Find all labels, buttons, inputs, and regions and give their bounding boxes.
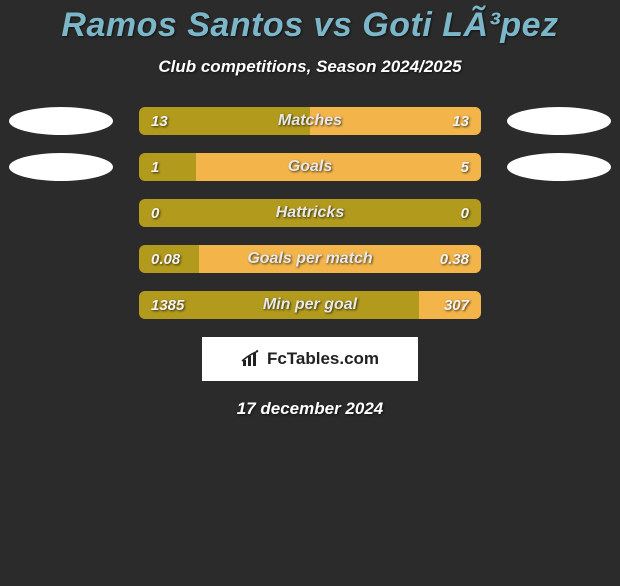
stat-bar: Min per goal1385307 xyxy=(139,291,481,319)
bar-segment-left xyxy=(139,291,419,319)
brand-inner: FcTables.com xyxy=(241,349,379,369)
brand-chart-icon xyxy=(241,350,263,368)
bar-segment-right xyxy=(199,245,481,273)
stat-row: Goals15 xyxy=(0,153,620,181)
bar-segment-left xyxy=(139,199,481,227)
page-title: Ramos Santos vs Goti LÃ³pez xyxy=(0,6,620,45)
stat-bar: Goals per match0.080.38 xyxy=(139,245,481,273)
bar-segment-right xyxy=(419,291,481,319)
comparison-rows: Matches1313 Goals15 Hattricks00 Goals per m… xyxy=(0,107,620,319)
subtitle: Club competitions, Season 2024/2025 xyxy=(0,57,620,77)
date-label: 17 december 2024 xyxy=(0,399,620,419)
bar-segment-left xyxy=(139,245,199,273)
bar-segment-left xyxy=(139,107,310,135)
stat-row: Hattricks00 xyxy=(0,199,620,227)
stat-row: Min per goal1385307 xyxy=(0,291,620,319)
stat-bar: Goals15 xyxy=(139,153,481,181)
stat-bar: Hattricks00 xyxy=(139,199,481,227)
bar-segment-right xyxy=(196,153,481,181)
brand-text: FcTables.com xyxy=(267,349,379,369)
brand-box: FcTables.com xyxy=(202,337,418,381)
stat-row: Matches1313 xyxy=(0,107,620,135)
player-right-ellipse xyxy=(507,107,611,135)
player-right-ellipse xyxy=(507,153,611,181)
player-left-ellipse xyxy=(9,107,113,135)
stat-bar: Matches1313 xyxy=(139,107,481,135)
bar-segment-right xyxy=(310,107,481,135)
bar-segment-left xyxy=(139,153,196,181)
stat-row: Goals per match0.080.38 xyxy=(0,245,620,273)
player-left-ellipse xyxy=(9,153,113,181)
